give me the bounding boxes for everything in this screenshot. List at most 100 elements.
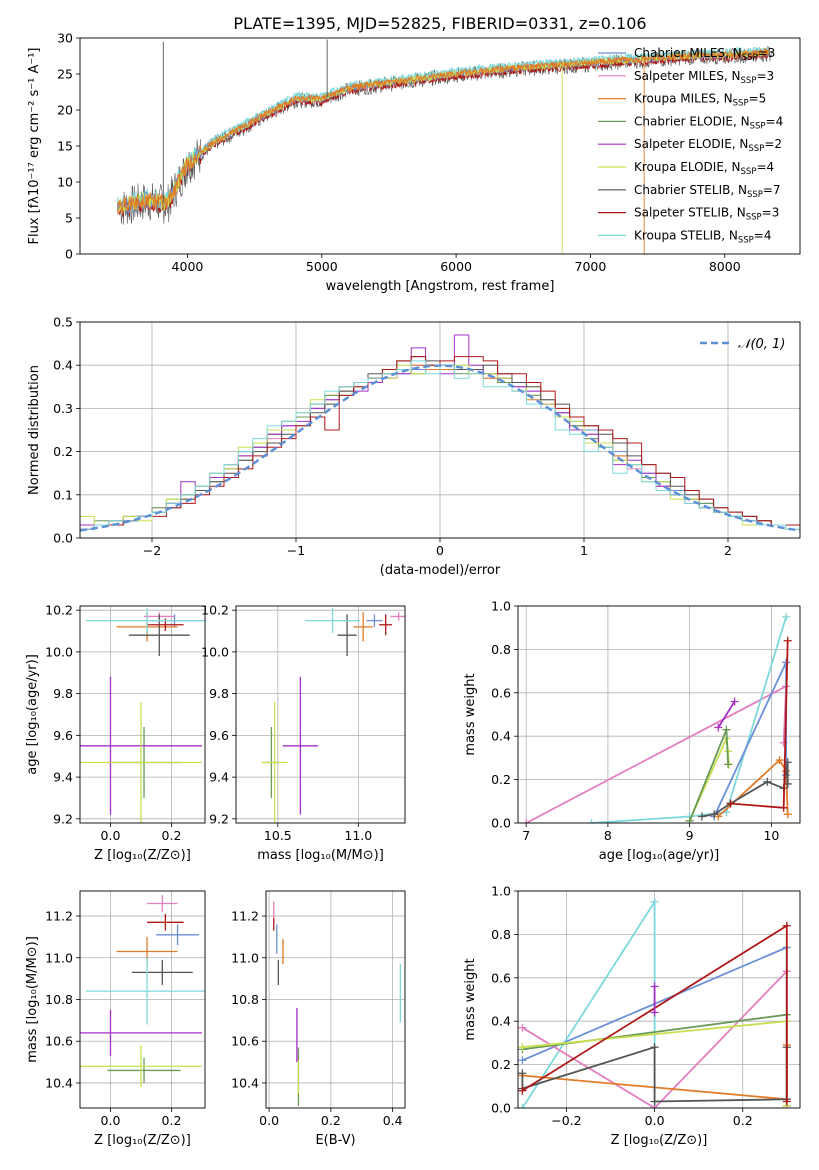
- y-tick-label: 5: [65, 211, 73, 226]
- axes-frame: [79, 890, 206, 1109]
- y-tick-label: 11.2: [45, 909, 73, 924]
- figure-title: PLATE=1395, MJD=52825, FIBERID=0331, z=0…: [233, 14, 646, 33]
- x-tick-label: 11.0: [344, 828, 372, 843]
- y-tick-label: 0.8: [491, 642, 511, 657]
- legend-entry: Kroupa ELODIE, NSSP=4: [634, 160, 774, 177]
- axes-frame: [79, 605, 206, 824]
- x-tick-label: 8000: [709, 259, 741, 274]
- series-line: [525, 684, 788, 823]
- y-tick-label: 0.2: [53, 444, 73, 459]
- legend-entry: Chabrier MILES, NSSP=3: [634, 46, 775, 63]
- series-marker: [522, 819, 531, 823]
- panel-mass_vs_ebv: 0.0 0.2 0.4 10.4 10.6 10.8 11.0 11.2 E(B-V): [231, 890, 406, 1148]
- y-tick-label: 0.5: [53, 315, 73, 330]
- y-tick-label: 0.3: [53, 401, 73, 416]
- series-marker: [779, 803, 788, 812]
- series-marker: [763, 777, 772, 786]
- x-tick-label: 0.0: [259, 1113, 279, 1128]
- axes-frame: [235, 605, 406, 824]
- y-axis-label: Normed distribution: [27, 365, 42, 495]
- legend-entry: Kroupa STELIB, NSSP=4: [634, 228, 772, 245]
- x-axis-label: E(B-V): [315, 1133, 355, 1148]
- panel-mass_vs_Z: 0.0 0.2 10.4 10.6 10.8 11.0 11.2 Z [log₁₀(Z/Z⊙)…: [25, 890, 206, 1148]
- x-tick-label: 0.2: [321, 1113, 341, 1128]
- x-tick-label: 0.4: [383, 1113, 403, 1128]
- y-tick-label: 9.6: [209, 728, 229, 743]
- y-axis-label: Flux [fλ10⁻¹⁷ erg cm⁻² s⁻¹ A⁻¹]: [27, 48, 42, 245]
- y-tick-label: 9.2: [53, 811, 73, 826]
- y-tick-label: 30: [57, 31, 73, 46]
- y-tick-label: 10.2: [45, 603, 73, 618]
- y-tick-label: 10.0: [45, 644, 73, 659]
- axes-frame: [79, 37, 801, 255]
- series-kroupa_miles: [117, 48, 769, 214]
- x-tick-label: 4000: [172, 259, 204, 274]
- plot-area: [117, 39, 772, 254]
- x-tick-label: 0.0: [101, 1113, 121, 1128]
- normal-curve: [80, 364, 800, 532]
- x-tick-label: 10.5: [264, 828, 292, 843]
- series-line: [730, 640, 789, 809]
- y-axis-label: age [log₁₀(age/yr)]: [25, 654, 40, 775]
- y-axis-label: mass [log₁₀(M/M⊙)]: [25, 936, 40, 1063]
- legend: Chabrier MILES, NSSP=3 Salpeter MILES, NS…: [598, 46, 783, 245]
- y-tick-label: 10.4: [45, 1075, 73, 1090]
- series-marker: [685, 816, 694, 823]
- x-tick-label: 2: [724, 543, 732, 558]
- panel-age_vs_mass: 10.5 11.0 9.2 9.4 9.6 9.8 10.0 10.2 mass [log₁₀(…: [201, 603, 406, 863]
- legend-entry: Salpeter ELODIE, NSSP=2: [634, 137, 782, 154]
- x-axis-label: mass [log₁₀(M/M⊙)]: [257, 848, 384, 863]
- panel-residuals: −2 −1 0 1 2 0.0 0.1 0.2 0.3 0.4 0.5 (data-model)/er…: [27, 315, 801, 578]
- x-tick-label: 0.0: [101, 828, 121, 843]
- x-tick-label: 1: [580, 543, 588, 558]
- plot-area: [80, 895, 205, 1088]
- series-marker: [782, 921, 791, 930]
- y-tick-label: 0: [65, 247, 73, 262]
- y-tick-label: 11.0: [45, 950, 73, 965]
- series-marker: [710, 810, 719, 819]
- series-marker: [650, 897, 659, 906]
- series-marker: [650, 1097, 659, 1106]
- plot-area: [273, 901, 402, 1106]
- x-tick-label: 7000: [575, 259, 607, 274]
- legend: 𝒩(0, 1): [700, 337, 785, 352]
- x-tick-label: 8: [604, 828, 612, 843]
- y-tick-label: 0.0: [53, 531, 73, 546]
- y-tick-label: 10.8: [45, 992, 73, 1007]
- series-line: [717, 701, 736, 728]
- plot-area: [261, 608, 405, 823]
- series-marker: [650, 1008, 659, 1017]
- y-tick-label: 9.6: [53, 728, 73, 743]
- panel-age_vs_Z: 0.0 0.2 9.2 9.4 9.6 9.8 10.0 10.2 Z [log₁₀(Z/Z⊙)…: [25, 603, 206, 863]
- x-axis-label: age [log₁₀(age/yr)]: [599, 848, 720, 863]
- series-salpeter_stelib: [117, 51, 770, 218]
- y-tick-label: 11.0: [231, 950, 259, 965]
- x-tick-label: 9: [686, 828, 694, 843]
- y-tick-label: 1.0: [491, 599, 511, 614]
- y-axis-label: mass weight: [463, 958, 478, 1040]
- legend-entry: Salpeter STELIB, NSSP=3: [634, 206, 779, 223]
- x-tick-label: 0.2: [162, 1113, 182, 1128]
- series-marker: [650, 1043, 659, 1052]
- plot-area: [518, 897, 791, 1108]
- y-tick-label: 11.2: [231, 909, 259, 924]
- y-tick-label: 0.4: [53, 358, 73, 373]
- series-marker: [518, 1023, 527, 1032]
- series-marker: [518, 1043, 527, 1052]
- y-tick-label: 0.4: [491, 1014, 511, 1029]
- panel-spectrum: 4000 5000 6000 7000 8000 0 5 10 15 20 25 30 waveleng…: [27, 31, 801, 294]
- series-line: [521, 1045, 788, 1103]
- legend-entry: Kroupa MILES, NSSP=5: [634, 92, 766, 109]
- x-tick-label: 0: [436, 543, 444, 558]
- x-axis-label: Z [log₁₀(Z/Z⊙)]: [611, 1133, 708, 1148]
- panel-weight_vs_Z: −0.2 0.0 0.2 0.0 0.2 0.4 0.6 0.8 1.0 Z [log₁₀(Z/Z…: [463, 884, 801, 1148]
- series-line: [701, 762, 789, 818]
- y-tick-label: 10.4: [231, 1075, 259, 1090]
- series-marker: [518, 1086, 527, 1095]
- y-tick-label: 0.4: [491, 729, 511, 744]
- y-tick-label: 20: [57, 103, 73, 118]
- x-tick-label: 7: [522, 828, 530, 843]
- y-tick-label: 10: [57, 175, 73, 190]
- y-tick-label: 9.4: [209, 770, 229, 785]
